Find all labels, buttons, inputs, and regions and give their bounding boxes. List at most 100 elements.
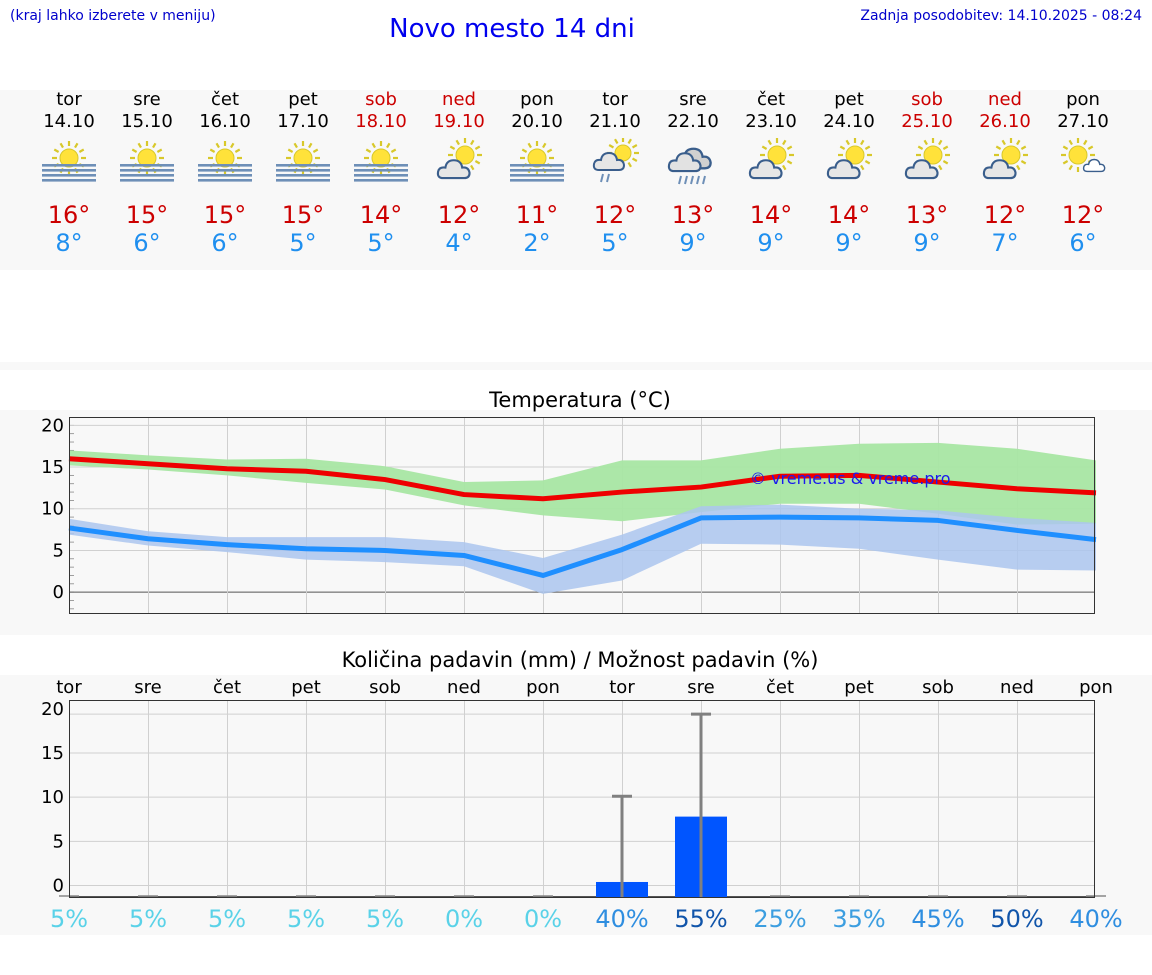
partly-cloudy-icon — [966, 133, 1044, 193]
max-temperature: 11° — [515, 201, 559, 229]
day-column: tor 14.10 16° 8° — [30, 88, 108, 268]
y-tick-label: 20 — [41, 699, 64, 720]
max-temperature: 16° — [47, 201, 91, 229]
location-hint: (kraj lahko izberete v meniju) — [10, 8, 216, 24]
day-column: tor 21.10 12° 5° — [576, 88, 654, 268]
fog-sun-icon — [264, 133, 342, 193]
x-tick-label: sre — [687, 677, 714, 698]
day-column: ned 19.10 12° 4° — [420, 88, 498, 268]
day-column: sre 22.10 13° 9° — [654, 88, 732, 268]
day-date: 19.10 — [433, 111, 485, 132]
day-column: pon 27.10 12° 6° — [1044, 88, 1122, 268]
day-name: ned — [988, 89, 1022, 110]
day-date: 26.10 — [979, 111, 1031, 132]
y-tick-label: 15 — [41, 743, 64, 764]
last-update: Zadnja posodobitev: 14.10.2025 - 08:24 — [860, 8, 1142, 24]
max-temperature: 12° — [593, 201, 637, 229]
precipitation-probability: 0% — [524, 905, 562, 933]
day-date: 25.10 — [901, 111, 953, 132]
y-tick-label: 5 — [53, 540, 64, 561]
fog-sun-icon — [498, 133, 576, 193]
day-date: 21.10 — [589, 111, 641, 132]
day-name: pet — [834, 89, 864, 110]
day-date: 16.10 — [199, 111, 251, 132]
min-temperature: 8° — [55, 229, 83, 257]
x-tick-label: pon — [1079, 677, 1113, 698]
day-column: čet 16.10 15° 6° — [186, 88, 264, 268]
day-name: ned — [442, 89, 476, 110]
min-temperature-line — [68, 514, 1097, 578]
fog-sun-icon — [342, 133, 420, 193]
partly-cloudy-icon — [420, 133, 498, 193]
sun-small-cloud-icon — [1044, 133, 1122, 193]
day-name: sob — [365, 89, 397, 110]
day-column: sre 15.10 15° 6° — [108, 88, 186, 268]
min-temperature: 9° — [757, 229, 785, 257]
max-temperature: 12° — [983, 201, 1027, 229]
precipitation-probability: 35% — [832, 905, 885, 933]
fog-sun-icon — [186, 133, 264, 193]
partly-cloudy-icon — [888, 133, 966, 193]
day-date: 27.10 — [1057, 111, 1109, 132]
max-temperature: 13° — [671, 201, 715, 229]
fog-sun-icon — [108, 133, 186, 193]
day-date: 20.10 — [511, 111, 563, 132]
day-column: ned 26.10 12° 7° — [966, 88, 1044, 268]
precipitation-probability: 5% — [366, 905, 404, 933]
x-tick-label: ned — [447, 677, 481, 698]
precipitation-chart: tor sre čet pet sob ned pon tor sre čet pet sob ned p… — [41, 677, 1123, 933]
min-temperature: 2° — [523, 229, 551, 257]
x-tick-label: čet — [213, 677, 241, 698]
day-name: sob — [911, 89, 943, 110]
y-tick-label: 10 — [41, 787, 64, 808]
y-tick-label: 20 — [41, 415, 64, 436]
precipitation-chart-title: Količina padavin (mm) / Možnost padavin … — [341, 648, 819, 672]
day-column: pet 24.10 14° 9° — [810, 88, 888, 268]
day-name: pon — [1066, 89, 1100, 110]
y-tick-label: 10 — [41, 499, 64, 520]
temperature-chart-title: Temperatura (°C) — [489, 388, 671, 412]
max-temperature: 15° — [281, 201, 325, 229]
day-column: pon 20.10 11° 2° — [498, 88, 576, 268]
precipitation-probability: 50% — [990, 905, 1043, 933]
max-temperature: 12° — [437, 201, 481, 229]
temperature-chart: 0 5 10 15 20 © vreme.us & vreme.pro — [41, 415, 1097, 614]
plot-frame — [69, 417, 1095, 614]
precipitation-probability: 5% — [50, 905, 88, 933]
day-name: čet — [756, 89, 786, 110]
partly-cloudy-icon — [810, 133, 888, 193]
partly-cloudy-icon — [732, 133, 810, 193]
day-name: sre — [133, 89, 161, 110]
x-tick-label: pet — [844, 677, 874, 698]
precipitation-probability: 5% — [129, 905, 167, 933]
day-date: 23.10 — [745, 111, 797, 132]
y-tick-label: 0 — [53, 582, 64, 603]
day-name: čet — [210, 89, 240, 110]
day-name: tor — [56, 89, 82, 110]
precipitation-probability: 25% — [753, 905, 806, 933]
sun-cloud-rain-icon — [576, 133, 654, 193]
min-temperature: 9° — [913, 229, 941, 257]
day-column: pet 17.10 15° 5° — [264, 88, 342, 268]
max-temperature: 15° — [125, 201, 169, 229]
separator-band — [0, 362, 1152, 370]
max-range-band — [69, 442, 1096, 525]
x-tick-label: sob — [922, 677, 954, 698]
min-temperature: 9° — [679, 229, 707, 257]
day-date: 15.10 — [121, 111, 173, 132]
day-name: pet — [288, 89, 318, 110]
day-column: sob 25.10 13° 9° — [888, 88, 966, 268]
day-name: pon — [520, 89, 554, 110]
day-date: 22.10 — [667, 111, 719, 132]
max-temperature: 14° — [359, 201, 403, 229]
x-tick-label: čet — [766, 677, 794, 698]
max-temperature: 13° — [905, 201, 949, 229]
x-tick-label: ned — [1000, 677, 1034, 698]
watermark: © vreme.us & vreme.pro — [750, 469, 951, 488]
day-date: 14.10 — [43, 111, 95, 132]
min-temperature: 5° — [601, 229, 629, 257]
day-name: sre — [679, 89, 707, 110]
plot-frame — [69, 700, 1095, 898]
min-temperature: 6° — [1069, 229, 1097, 257]
min-temperature: 6° — [211, 229, 239, 257]
